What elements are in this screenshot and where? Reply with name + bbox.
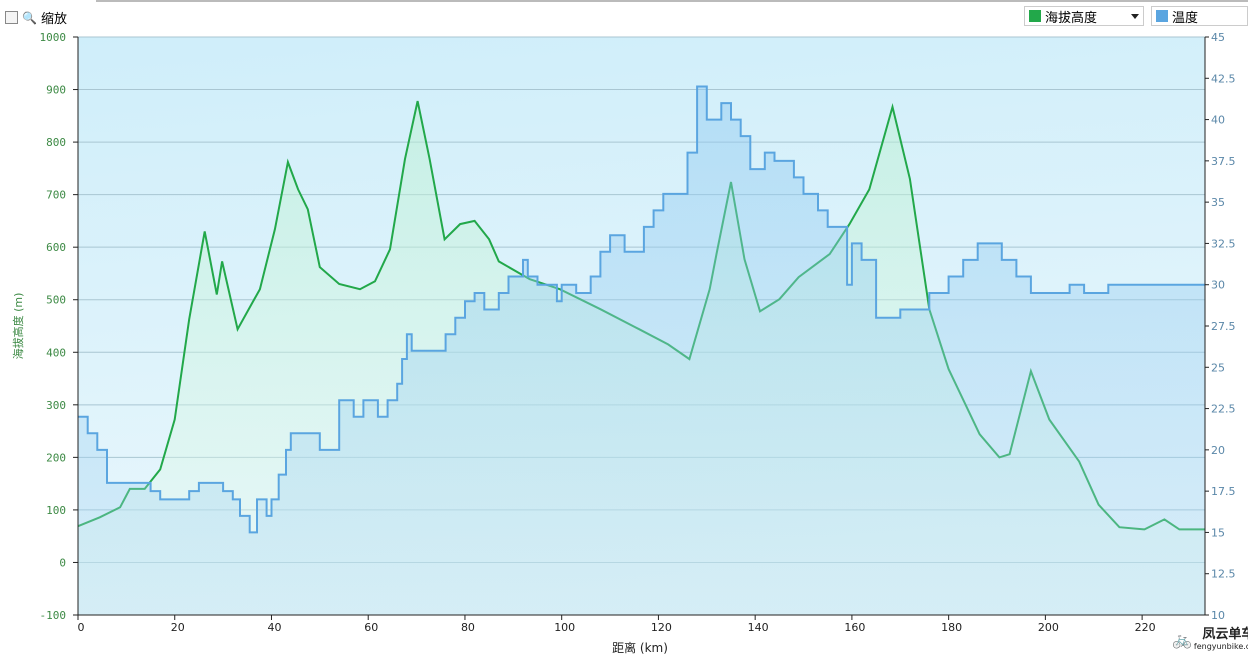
y-axis-label: 海拔高度 (m) <box>11 293 25 360</box>
series-area-1 <box>78 86 1205 615</box>
x-tick-label: 120 <box>651 621 672 634</box>
y-tick-label: 200 <box>46 451 66 464</box>
y2-tick-label: 40 <box>1211 114 1225 127</box>
bike-logo-icon: 🚲 <box>1172 630 1192 649</box>
fengyun-logo: 🚲 凤云单车 fengyunbike.com <box>1172 627 1248 652</box>
x-tick-label: 200 <box>1038 621 1059 634</box>
x-tick-label: 220 <box>1135 621 1156 634</box>
series-select[interactable]: 海拔高度 <box>1024 6 1144 26</box>
temperature-label: 温度 <box>1172 10 1199 26</box>
y-tick-label: 800 <box>46 136 66 149</box>
x-tick-label: 20 <box>171 621 185 634</box>
y2-tick-label: 15 <box>1211 526 1225 539</box>
elevation-swatch <box>1029 10 1041 22</box>
temperature-legend[interactable]: 温度 <box>1151 6 1248 26</box>
y2-tick-label: 17.5 <box>1211 485 1236 498</box>
x-tick-label: 160 <box>844 621 865 634</box>
chevron-down-icon <box>1131 14 1139 19</box>
y-tick-label: -100 <box>40 609 67 622</box>
x-tick-label: 60 <box>364 621 378 634</box>
y2-tick-label: 45 <box>1211 31 1225 44</box>
series-select-value: 海拔高度 <box>1045 10 1098 26</box>
y-tick-label: 900 <box>46 84 66 97</box>
y-tick-label: 700 <box>46 189 66 202</box>
y2-tick-label: 27.5 <box>1211 320 1236 333</box>
x-tick-label: 140 <box>748 621 769 634</box>
y2-tick-label: 20 <box>1211 444 1225 457</box>
y2-tick-label: 10 <box>1211 609 1225 622</box>
y2-tick-label: 37.5 <box>1211 155 1236 168</box>
temperature-swatch <box>1156 10 1168 22</box>
y-tick-label: 300 <box>46 399 66 412</box>
y2-tick-label: 12.5 <box>1211 568 1236 581</box>
y-tick-label: 500 <box>46 294 66 307</box>
y2-tick-label: 30 <box>1211 279 1225 292</box>
y-tick-label: 600 <box>46 241 66 254</box>
x-tick-label: 0 <box>78 621 85 634</box>
x-tick-label: 100 <box>554 621 575 634</box>
zoom-toggle[interactable]: 🔍 缩放 <box>5 8 67 27</box>
y-tick-label: 400 <box>46 346 66 359</box>
y2-tick-label: 25 <box>1211 361 1225 374</box>
magnifier-icon: 🔍 <box>22 10 37 25</box>
y2-tick-label: 35 <box>1211 196 1225 209</box>
logo-url: fengyunbike.com <box>1193 642 1248 651</box>
y-tick-label: 1000 <box>40 31 67 44</box>
x-tick-label: 40 <box>267 621 281 634</box>
y2-tick-label: 42.5 <box>1211 72 1236 85</box>
logo-name: 凤云单车 <box>1202 627 1248 642</box>
x-tick-label: 80 <box>461 621 475 634</box>
y2-tick-label: 32.5 <box>1211 237 1236 250</box>
y-tick-label: 0 <box>59 556 66 569</box>
zoom-checkbox[interactable] <box>5 11 18 24</box>
y-tick-label: 100 <box>46 504 66 517</box>
top-border <box>96 0 1248 2</box>
x-axis-label: 距离 (km) <box>612 640 668 655</box>
zoom-label: 缩放 <box>40 12 67 27</box>
series-line-temperature <box>78 85 1205 534</box>
x-tick-label: 180 <box>941 621 962 634</box>
y2-tick-label: 22.5 <box>1211 403 1236 416</box>
